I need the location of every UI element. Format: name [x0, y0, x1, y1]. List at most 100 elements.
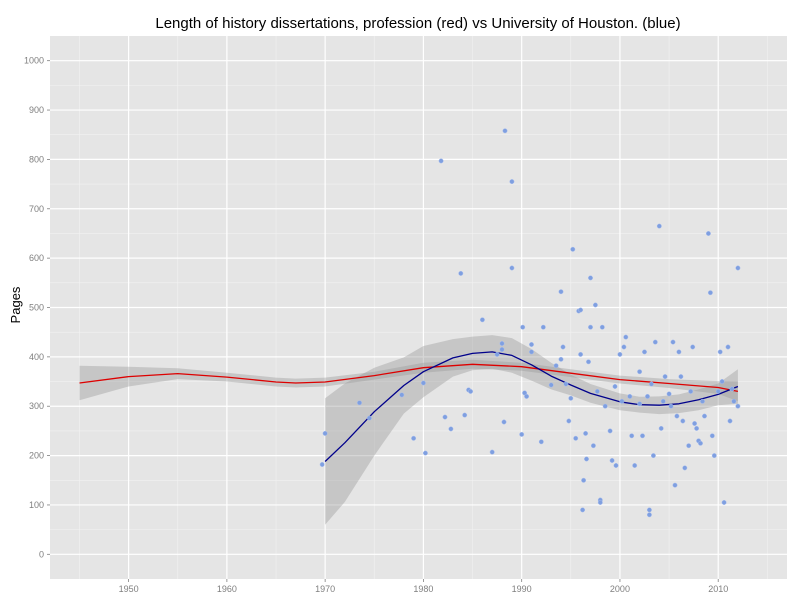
- y-tick-label: 300: [29, 401, 44, 411]
- data-point: [613, 463, 619, 468]
- data-point: [632, 463, 638, 468]
- chart-title: Length of history dissertations, profess…: [155, 15, 680, 32]
- y-tick-label: 800: [29, 154, 44, 164]
- data-point: [357, 400, 362, 406]
- data-point: [581, 477, 587, 483]
- x-tick-label: 1950: [119, 584, 139, 594]
- data-point: [717, 349, 723, 355]
- data-point: [588, 324, 593, 330]
- data-point: [637, 369, 643, 375]
- data-point: [594, 388, 600, 394]
- data-point: [686, 443, 692, 449]
- x-tick-label: 1960: [217, 584, 237, 594]
- y-tick-labels: 0 100 200 300 400 500 600 700 800 900 1000: [24, 56, 50, 559]
- data-point: [458, 270, 464, 276]
- data-point: [725, 344, 731, 350]
- data-point: [646, 507, 652, 513]
- data-point: [607, 428, 613, 434]
- x-tick-label: 2000: [610, 584, 630, 594]
- confidence-bands: [79, 335, 738, 525]
- y-tick-label: 400: [29, 352, 44, 362]
- x-tick-label: 1990: [512, 584, 532, 594]
- y-tick-label: 1000: [24, 56, 44, 66]
- data-point: [494, 351, 500, 357]
- data-point: [499, 341, 505, 346]
- data-point: [707, 290, 713, 296]
- data-point: [420, 380, 426, 386]
- data-point: [583, 430, 589, 436]
- data-point: [540, 324, 546, 330]
- data-point: [642, 349, 647, 355]
- y-tick-label: 100: [29, 500, 44, 510]
- data-point: [678, 374, 684, 380]
- data-point: [705, 231, 711, 236]
- data-point: [621, 344, 627, 350]
- data-point: [688, 388, 694, 394]
- data-point: [524, 393, 530, 399]
- data-point: [489, 449, 495, 455]
- profession-confidence-band: [79, 359, 738, 402]
- data-point: [690, 344, 696, 350]
- data-point: [670, 339, 676, 345]
- data-point: [692, 421, 698, 426]
- data-point: [366, 415, 372, 421]
- profession-smooth-line: [79, 363, 739, 393]
- data-point: [468, 388, 474, 394]
- data-point: [499, 347, 505, 352]
- data-point: [700, 398, 705, 404]
- houston-smooth-line: [324, 351, 739, 462]
- data-point: [566, 418, 572, 424]
- data-point: [619, 398, 625, 404]
- data-point: [322, 430, 328, 436]
- data-point: [529, 349, 534, 355]
- data-point: [640, 433, 645, 439]
- data-point: [588, 275, 593, 281]
- data-point: [648, 381, 654, 387]
- data-point: [727, 418, 733, 424]
- data-point: [568, 395, 574, 401]
- data-point: [442, 414, 448, 420]
- data-point: [637, 401, 643, 407]
- data-point: [599, 324, 605, 330]
- data-point: [682, 465, 688, 471]
- x-tick-label: 2010: [708, 584, 728, 594]
- data-point: [719, 379, 725, 384]
- data-point: [502, 128, 508, 134]
- x-tick-label: 1980: [413, 584, 433, 594]
- data-point: [702, 413, 707, 419]
- data-point: [645, 393, 650, 399]
- data-point: [580, 507, 586, 513]
- data-point: [609, 458, 615, 463]
- data-point: [721, 500, 727, 505]
- data-point: [656, 223, 662, 229]
- data-point: [548, 382, 554, 388]
- data-point: [650, 453, 656, 459]
- data-point: [735, 265, 741, 271]
- y-tick-label: 0: [39, 549, 44, 559]
- data-point: [520, 324, 526, 330]
- data-point: [553, 363, 559, 369]
- grid: [50, 36, 787, 579]
- data-point: [590, 443, 596, 449]
- data-point: [578, 307, 584, 313]
- data-point: [676, 349, 682, 355]
- data-point: [570, 246, 576, 252]
- data-point: [668, 403, 674, 409]
- data-point: [584, 456, 589, 462]
- data-point: [558, 289, 564, 295]
- data-point: [573, 435, 579, 441]
- data-point: [462, 412, 468, 418]
- y-tick-label: 900: [29, 105, 44, 115]
- data-point: [627, 393, 633, 399]
- data-points: [319, 128, 741, 518]
- data-point: [666, 391, 672, 397]
- data-point: [731, 398, 737, 404]
- data-point: [617, 351, 623, 357]
- data-point: [660, 398, 666, 404]
- data-point: [399, 392, 405, 398]
- data-point: [646, 512, 652, 518]
- data-point: [319, 462, 325, 467]
- data-point: [558, 356, 564, 362]
- data-point: [602, 403, 608, 409]
- data-point: [448, 426, 454, 432]
